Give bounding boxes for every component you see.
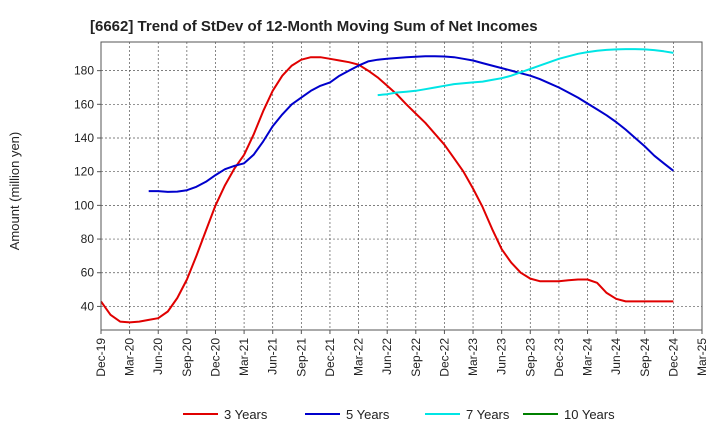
x-tick-label: Mar-20	[123, 338, 137, 376]
y-tick-label: 180	[74, 64, 94, 78]
y-axis-label: Amount (million yen)	[7, 132, 22, 251]
legend-label-10-years: 10 Years	[564, 407, 615, 422]
x-tick-label: Mar-23	[466, 338, 480, 376]
legend-label-5-years: 5 Years	[346, 407, 390, 422]
x-tick-label: Jun-20	[151, 338, 165, 375]
series-line-3-years	[100, 56, 674, 324]
legend: 3 Years 5 Years 7 Years 10 Years	[183, 407, 615, 422]
x-tick-label: Mar-21	[237, 338, 251, 376]
x-tick-label: Dec-19	[94, 338, 108, 377]
legend-label-3-years: 3 Years	[224, 407, 268, 422]
x-tick-label: Jun-22	[380, 338, 394, 375]
y-tick-label: 100	[74, 198, 94, 212]
plot-frame	[100, 41, 703, 331]
series-lines	[100, 48, 675, 324]
x-tick-label: Mar-25	[695, 338, 709, 376]
x-tick-label: Sep-22	[409, 338, 423, 377]
grid-lines	[101, 42, 702, 330]
x-tick-label: Jun-21	[266, 338, 280, 375]
x-tick-label: Dec-24	[666, 338, 680, 377]
y-tick-label: 80	[81, 232, 95, 246]
series-line-7-years	[377, 48, 674, 97]
y-axis-ticks: 40 60 80 100 120 140 160 180	[74, 64, 101, 313]
x-tick-label: Sep-21	[294, 338, 308, 377]
x-tick-label: Dec-21	[323, 338, 337, 377]
x-tick-label: Sep-24	[638, 338, 652, 377]
y-tick-label: 40	[81, 299, 95, 313]
legend-label-7-years: 7 Years	[466, 407, 510, 422]
x-tick-label: Mar-24	[581, 338, 595, 376]
x-tick-label: Sep-20	[180, 338, 194, 377]
x-tick-label: Dec-20	[208, 338, 222, 377]
y-tick-label: 120	[74, 165, 94, 179]
x-tick-label: Jun-24	[609, 338, 623, 375]
x-tick-label: Jun-23	[495, 338, 509, 375]
series-line-5-years	[148, 55, 675, 193]
x-tick-label: Mar-22	[352, 338, 366, 376]
x-axis-ticks: Dec-19 Mar-20 Jun-20 Sep-20 Dec-20 Mar-21 Jun-…	[94, 330, 709, 377]
x-tick-label: Dec-22	[437, 338, 451, 377]
x-tick-label: Dec-23	[552, 338, 566, 377]
y-tick-label: 60	[81, 266, 95, 280]
chart-title: [6662] Trend of StDev of 12-Month Moving…	[90, 18, 538, 35]
x-tick-label: Sep-23	[523, 338, 537, 377]
y-tick-label: 140	[74, 131, 94, 145]
y-tick-label: 160	[74, 97, 94, 111]
